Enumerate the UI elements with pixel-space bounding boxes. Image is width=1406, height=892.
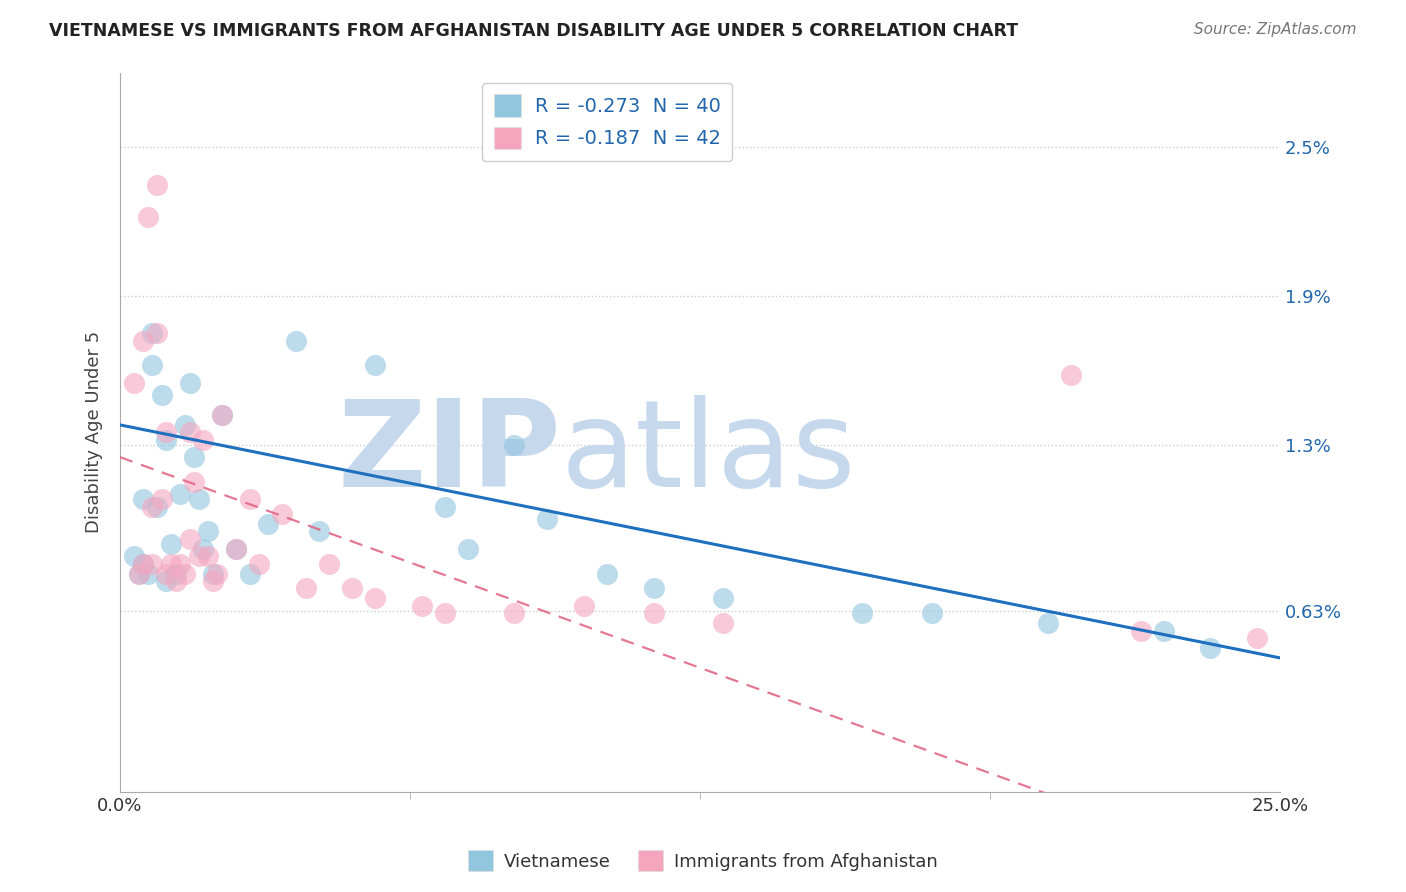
- Point: [921, 607, 943, 621]
- Point: [211, 408, 233, 422]
- Point: [174, 417, 197, 432]
- Point: [150, 388, 173, 402]
- Legend: R = -0.273  N = 40, R = -0.187  N = 42: R = -0.273 N = 40, R = -0.187 N = 42: [482, 83, 733, 161]
- Point: [643, 582, 665, 596]
- Point: [146, 500, 169, 514]
- Point: [1036, 616, 1059, 631]
- Point: [211, 408, 233, 422]
- Point: [136, 566, 159, 581]
- Point: [165, 566, 187, 581]
- Point: [239, 566, 262, 581]
- Point: [433, 500, 456, 514]
- Point: [364, 591, 387, 606]
- Point: [1129, 624, 1152, 638]
- Point: [1153, 624, 1175, 638]
- Text: ZIP: ZIP: [337, 395, 561, 512]
- Point: [308, 524, 330, 539]
- Point: [411, 599, 433, 613]
- Text: VIETNAMESE VS IMMIGRANTS FROM AFGHANISTAN DISABILITY AGE UNDER 5 CORRELATION CHA: VIETNAMESE VS IMMIGRANTS FROM AFGHANISTA…: [49, 22, 1018, 40]
- Point: [193, 541, 215, 556]
- Point: [207, 566, 229, 581]
- Point: [225, 541, 247, 556]
- Point: [155, 566, 177, 581]
- Point: [271, 507, 294, 521]
- Point: [711, 591, 734, 606]
- Point: [201, 574, 224, 588]
- Point: [503, 607, 526, 621]
- Point: [1246, 631, 1268, 645]
- Point: [179, 376, 201, 390]
- Point: [197, 524, 219, 539]
- Point: [294, 582, 316, 596]
- Point: [136, 210, 159, 224]
- Point: [711, 616, 734, 631]
- Point: [503, 438, 526, 452]
- Point: [572, 599, 595, 613]
- Point: [128, 566, 150, 581]
- Point: [174, 566, 197, 581]
- Point: [247, 557, 270, 571]
- Point: [643, 607, 665, 621]
- Point: [1199, 640, 1222, 655]
- Point: [179, 532, 201, 546]
- Point: [169, 487, 191, 501]
- Y-axis label: Disability Age Under 5: Disability Age Under 5: [86, 331, 103, 533]
- Point: [155, 425, 177, 440]
- Point: [187, 492, 209, 507]
- Point: [197, 549, 219, 564]
- Point: [155, 574, 177, 588]
- Point: [179, 425, 201, 440]
- Point: [169, 557, 191, 571]
- Point: [141, 359, 163, 373]
- Point: [536, 512, 558, 526]
- Point: [201, 566, 224, 581]
- Point: [225, 541, 247, 556]
- Point: [122, 549, 145, 564]
- Point: [340, 582, 363, 596]
- Point: [146, 326, 169, 341]
- Text: Source: ZipAtlas.com: Source: ZipAtlas.com: [1194, 22, 1357, 37]
- Point: [146, 178, 169, 192]
- Point: [193, 433, 215, 447]
- Point: [433, 607, 456, 621]
- Point: [122, 376, 145, 390]
- Point: [155, 433, 177, 447]
- Point: [851, 607, 873, 621]
- Point: [132, 557, 155, 571]
- Point: [150, 492, 173, 507]
- Point: [132, 557, 155, 571]
- Point: [457, 541, 479, 556]
- Point: [141, 557, 163, 571]
- Point: [257, 516, 280, 531]
- Point: [183, 450, 205, 464]
- Point: [187, 549, 209, 564]
- Legend: Vietnamese, Immigrants from Afghanistan: Vietnamese, Immigrants from Afghanistan: [461, 843, 945, 879]
- Point: [285, 334, 308, 348]
- Point: [128, 566, 150, 581]
- Point: [160, 557, 183, 571]
- Point: [318, 557, 340, 571]
- Point: [165, 574, 187, 588]
- Point: [239, 492, 262, 507]
- Point: [596, 566, 619, 581]
- Text: atlas: atlas: [561, 395, 856, 512]
- Point: [132, 334, 155, 348]
- Point: [132, 492, 155, 507]
- Point: [364, 359, 387, 373]
- Point: [183, 475, 205, 489]
- Point: [160, 537, 183, 551]
- Point: [141, 326, 163, 341]
- Point: [1060, 368, 1083, 383]
- Point: [141, 500, 163, 514]
